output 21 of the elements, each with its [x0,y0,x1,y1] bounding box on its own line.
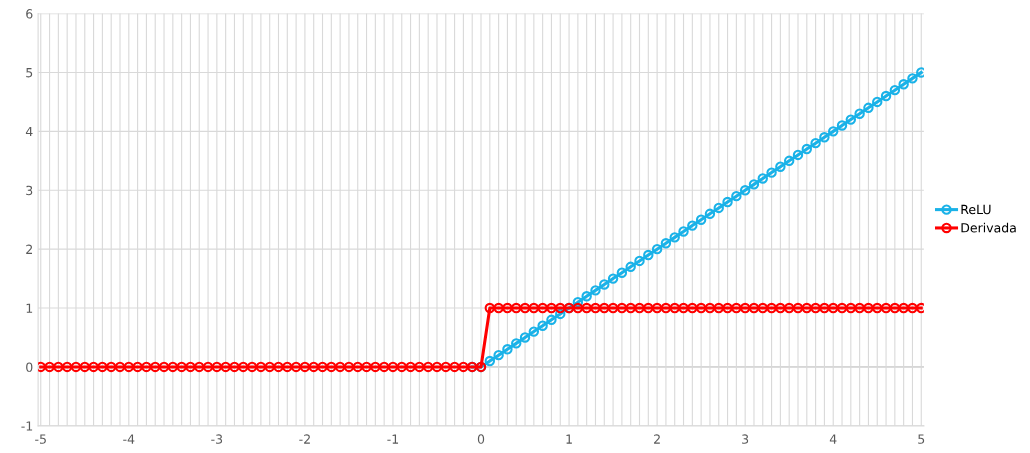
x-tick-label: 1 [566,434,572,444]
x-tick-label: -3 [211,434,223,444]
y-tick-label: 0 [26,362,33,372]
x-tick-label: -4 [123,434,135,444]
legend-label: ReLU [961,204,991,215]
x-tick-label: 5 [918,434,925,444]
x-tick-label: 0 [477,434,485,444]
x-tick-label: -1 [387,434,399,444]
x-tick-label: -5 [35,434,46,444]
y-tick-label: 2 [26,244,32,254]
x-tick-label: 2 [654,434,660,444]
y-tick-label: 6 [26,9,33,19]
x-tick-label: 4 [829,434,837,444]
y-tick-label: 3 [26,185,33,196]
y-tick-label: 1 [26,303,33,313]
y-tick-label: -1 [21,421,33,431]
y-tick-label: 4 [25,127,33,137]
x-tick-label: 3 [742,434,749,444]
legend-label: Derivada [961,222,1016,233]
y-tick-label: 5 [26,68,33,78]
x-tick-label: -2 [299,434,310,444]
